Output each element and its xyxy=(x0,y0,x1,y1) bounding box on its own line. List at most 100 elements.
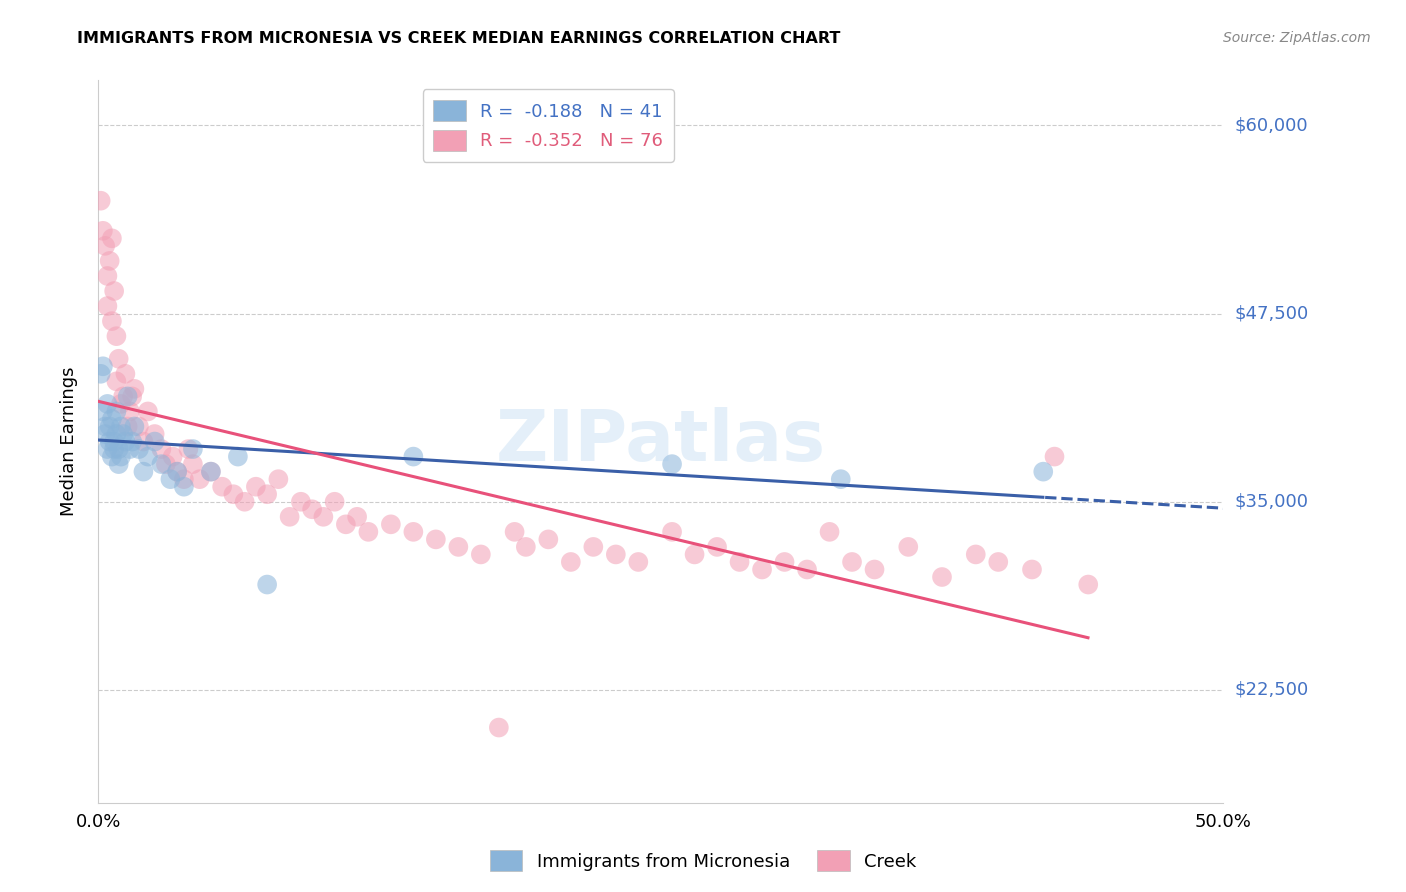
Point xyxy=(98,419,121,434)
Point xyxy=(931,570,953,584)
Point xyxy=(796,562,818,576)
Point xyxy=(173,472,195,486)
Point xyxy=(470,548,492,562)
Point xyxy=(488,721,510,735)
Point xyxy=(211,480,233,494)
Point xyxy=(312,509,335,524)
Point xyxy=(226,450,249,464)
Point xyxy=(1077,577,1099,591)
Point xyxy=(751,562,773,576)
Point xyxy=(94,419,117,434)
Point xyxy=(117,389,139,403)
Point xyxy=(96,268,118,283)
Point xyxy=(118,442,141,456)
Point xyxy=(706,540,728,554)
Point xyxy=(112,389,135,403)
Point xyxy=(402,524,425,539)
Point xyxy=(124,382,146,396)
Point xyxy=(150,457,173,471)
Point xyxy=(177,442,200,456)
Point xyxy=(101,450,124,464)
Point xyxy=(965,548,987,562)
Point xyxy=(103,434,125,449)
Point xyxy=(128,442,150,456)
Point xyxy=(582,540,605,554)
Point xyxy=(818,524,841,539)
Point xyxy=(121,434,143,449)
Point xyxy=(357,524,380,539)
Text: $47,500: $47,500 xyxy=(1234,304,1309,323)
Point xyxy=(301,502,323,516)
Point xyxy=(181,457,204,471)
Point xyxy=(830,472,852,486)
Point xyxy=(90,367,112,381)
Point xyxy=(105,329,128,343)
Text: Source: ZipAtlas.com: Source: ZipAtlas.com xyxy=(1223,31,1371,45)
Point xyxy=(256,577,278,591)
Point xyxy=(560,555,582,569)
Point xyxy=(110,397,132,411)
Legend: Immigrants from Micronesia, Creek: Immigrants from Micronesia, Creek xyxy=(482,843,924,879)
Point xyxy=(233,494,256,508)
Point xyxy=(143,434,166,449)
Point xyxy=(987,555,1010,569)
Point xyxy=(447,540,470,554)
Point xyxy=(150,442,173,456)
Point xyxy=(245,480,267,494)
Point xyxy=(103,442,125,456)
Point xyxy=(128,419,150,434)
Point xyxy=(200,465,222,479)
Point xyxy=(132,434,155,449)
Point xyxy=(121,389,143,403)
Point xyxy=(627,555,650,569)
Point xyxy=(91,224,114,238)
Text: $22,500: $22,500 xyxy=(1234,681,1309,699)
Point xyxy=(173,480,195,494)
Legend: R =  -0.188   N = 41, R =  -0.352   N = 76: R = -0.188 N = 41, R = -0.352 N = 76 xyxy=(423,89,673,161)
Point xyxy=(105,375,128,389)
Point xyxy=(188,472,211,486)
Point xyxy=(110,450,132,464)
Point xyxy=(278,509,301,524)
Point xyxy=(136,404,159,418)
Text: IMMIGRANTS FROM MICRONESIA VS CREEK MEDIAN EARNINGS CORRELATION CHART: IMMIGRANTS FROM MICRONESIA VS CREEK MEDI… xyxy=(77,31,841,46)
Point xyxy=(101,231,124,245)
Point xyxy=(728,555,751,569)
Point xyxy=(91,359,114,374)
Point xyxy=(155,457,177,471)
Point xyxy=(114,367,136,381)
Point xyxy=(132,465,155,479)
Point xyxy=(162,450,184,464)
Point xyxy=(267,472,290,486)
Point xyxy=(96,299,118,313)
Point xyxy=(107,457,129,471)
Text: $60,000: $60,000 xyxy=(1234,117,1308,135)
Point xyxy=(841,555,863,569)
Point xyxy=(425,533,447,547)
Point xyxy=(98,434,121,449)
Point xyxy=(98,253,121,268)
Point xyxy=(136,450,159,464)
Point xyxy=(103,284,125,298)
Point xyxy=(380,517,402,532)
Point xyxy=(323,494,346,508)
Point xyxy=(143,427,166,442)
Point xyxy=(897,540,920,554)
Point xyxy=(503,524,526,539)
Point xyxy=(91,404,114,418)
Point xyxy=(605,548,627,562)
Point xyxy=(683,548,706,562)
Point xyxy=(1021,562,1043,576)
Point xyxy=(107,442,129,456)
Point xyxy=(94,239,117,253)
Point xyxy=(661,457,683,471)
Point xyxy=(661,524,683,539)
Point xyxy=(181,442,204,456)
Point xyxy=(1043,450,1066,464)
Point xyxy=(515,540,537,554)
Point xyxy=(402,450,425,464)
Y-axis label: Median Earnings: Median Earnings xyxy=(59,367,77,516)
Point xyxy=(101,314,124,328)
Point xyxy=(166,465,188,479)
Point xyxy=(863,562,886,576)
